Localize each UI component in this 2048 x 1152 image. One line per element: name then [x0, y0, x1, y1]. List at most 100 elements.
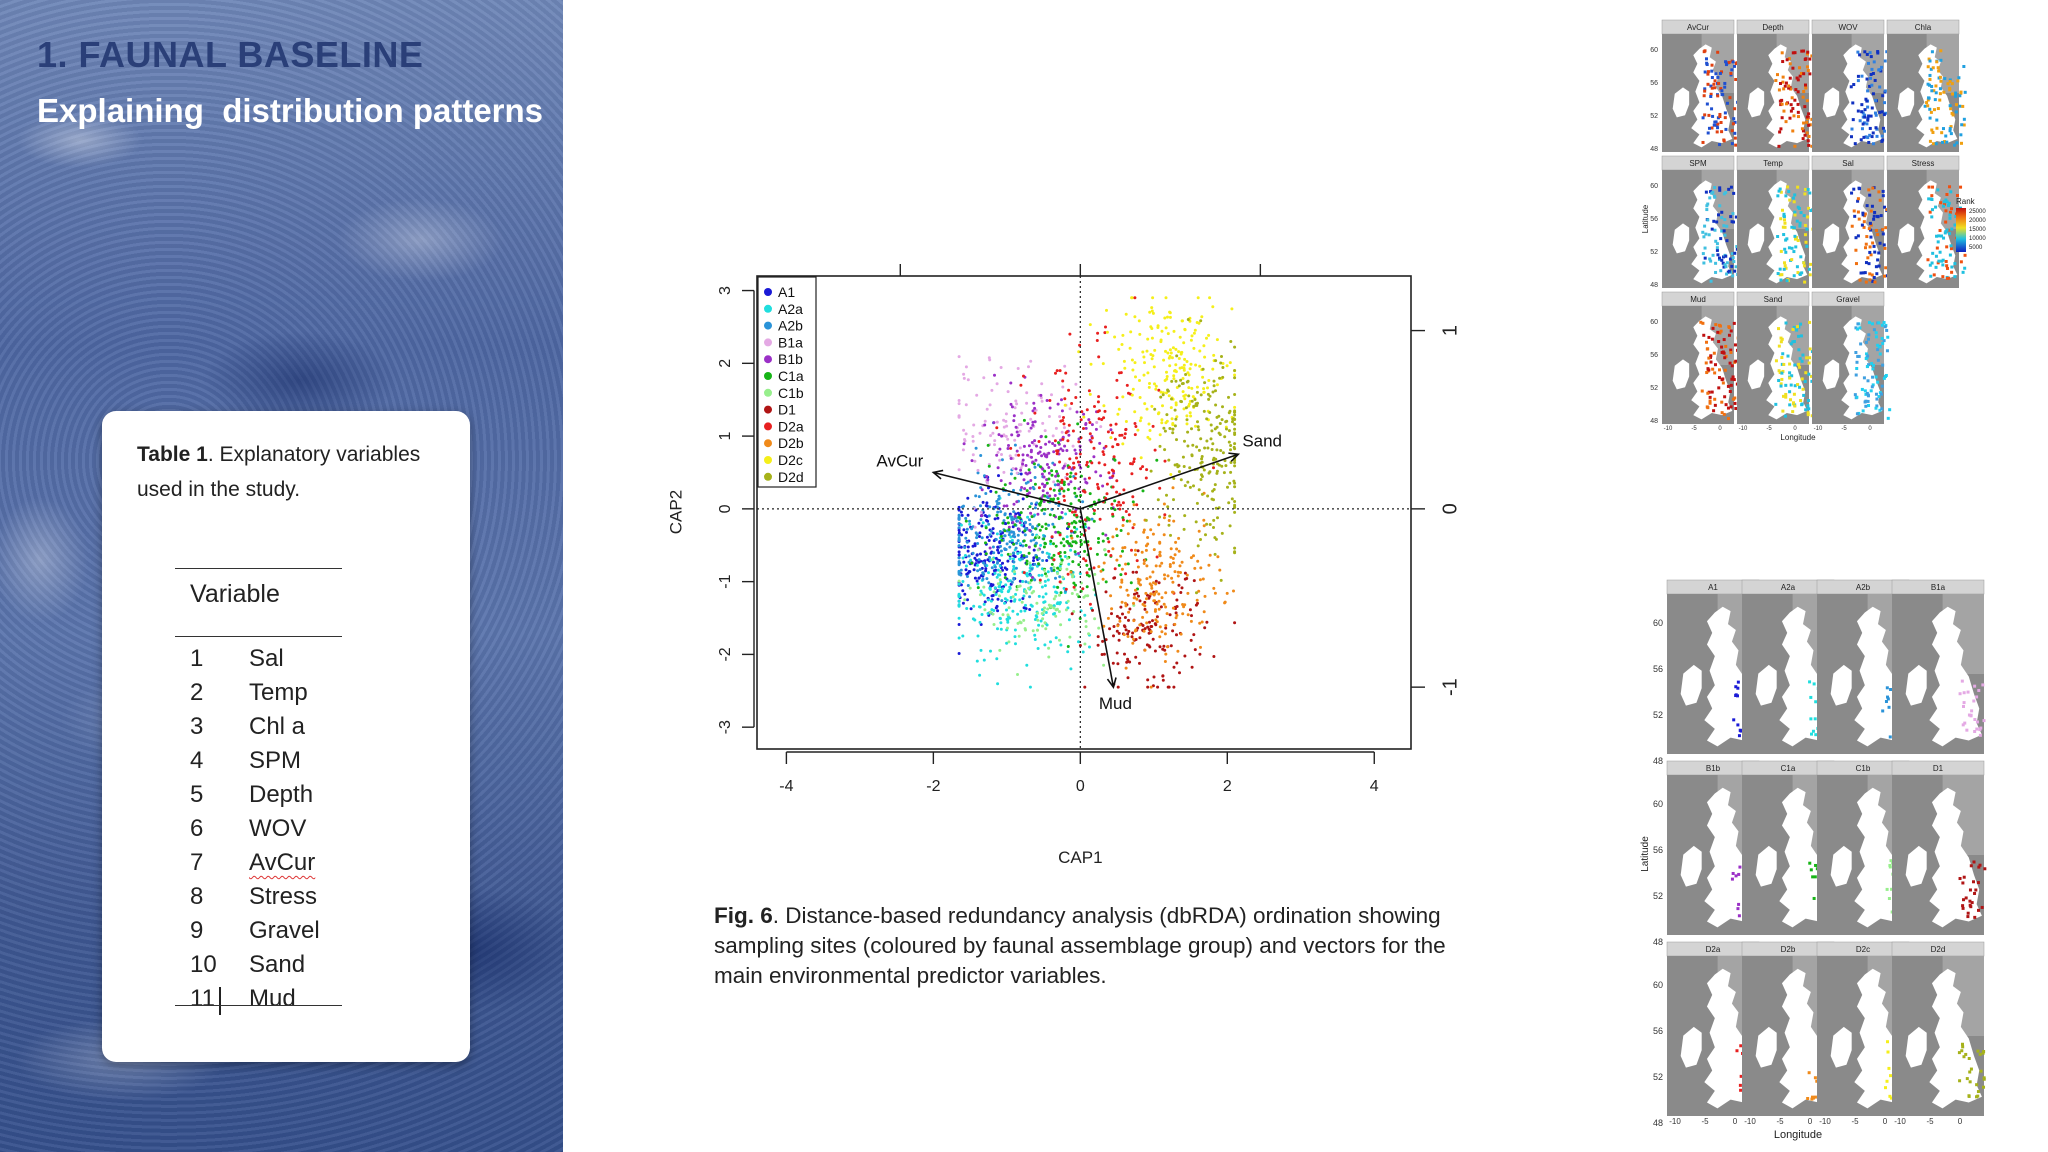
map-cell	[1708, 257, 1712, 261]
point-A2a	[977, 605, 981, 609]
point-D2b	[1132, 619, 1136, 623]
point-A2a	[1037, 573, 1041, 577]
point-D2c	[1160, 329, 1164, 333]
map-cell	[1780, 116, 1784, 120]
map-cell	[1784, 321, 1788, 325]
point-D1	[1131, 570, 1135, 574]
map-cell	[1796, 78, 1800, 82]
map-cell	[1978, 728, 1982, 732]
lon-tick-label: 0	[1883, 1117, 1888, 1126]
map-cell	[1709, 190, 1713, 194]
point-D2d	[1179, 399, 1183, 403]
map-cell	[1945, 200, 1949, 204]
map-cell	[1975, 1083, 1979, 1087]
map-cell	[1802, 393, 1806, 397]
point-D2d	[1183, 439, 1186, 443]
map-cell	[1938, 92, 1942, 96]
map-cell	[1878, 408, 1882, 412]
map-cell	[1808, 123, 1812, 127]
point-A2b	[1013, 443, 1017, 447]
map-cell	[1785, 102, 1789, 106]
point-D2c	[1088, 323, 1092, 327]
map-cell	[1813, 1076, 1817, 1080]
map-cell	[1706, 218, 1710, 222]
point-A2a	[1033, 633, 1037, 637]
point-D1	[1198, 652, 1202, 656]
map-cell	[1930, 197, 1934, 201]
point-D2c	[1166, 351, 1170, 355]
point-B1b	[1054, 530, 1058, 534]
map-cell	[1800, 49, 1804, 53]
map-cell	[1867, 262, 1871, 266]
y-tick-label: 3	[717, 286, 734, 295]
point-D2a	[1097, 355, 1101, 359]
map-cell	[1812, 682, 1816, 686]
map-cell	[1930, 50, 1934, 54]
point-B1a	[1014, 453, 1018, 457]
point-C1b	[1061, 575, 1065, 579]
point-D2a	[1058, 533, 1062, 537]
map-cell	[1968, 899, 1972, 903]
map-cell	[1805, 115, 1809, 119]
map-cell	[1976, 881, 1980, 885]
point-D2b	[1144, 548, 1148, 552]
point-D2b	[1154, 564, 1158, 568]
point-D2d	[1233, 422, 1237, 426]
point-C1b	[1007, 640, 1011, 644]
map-cell	[1711, 253, 1715, 257]
point-D2d	[1227, 429, 1231, 433]
map-cell	[1867, 333, 1871, 337]
point-D2a	[1104, 444, 1108, 448]
point-A2b	[988, 533, 992, 537]
point-C1a	[1076, 422, 1080, 426]
point-D2d	[1171, 427, 1175, 431]
point-D2a	[1072, 585, 1076, 589]
point-A1	[968, 570, 972, 574]
point-D2b	[1153, 599, 1157, 603]
point-A2b	[1007, 493, 1011, 496]
point-C1b	[988, 610, 992, 614]
map-cell	[1949, 244, 1953, 248]
point-A1	[994, 606, 998, 610]
map-cell	[1876, 380, 1880, 384]
point-D2a	[1022, 374, 1025, 378]
point-D1	[1185, 577, 1189, 580]
table-row: 5 Depth	[175, 781, 342, 815]
map-cell	[1868, 278, 1872, 282]
map-cell	[1738, 1083, 1742, 1087]
point-D2c	[1190, 334, 1194, 338]
map-cell	[1854, 350, 1858, 354]
point-D2a	[1102, 416, 1106, 420]
map-cell	[1706, 70, 1710, 74]
map-cell	[1720, 130, 1724, 134]
map-cell	[1733, 136, 1737, 140]
point-A2b	[1016, 519, 1020, 523]
map-cell	[1724, 60, 1728, 64]
map-cell	[1883, 325, 1887, 329]
map-cell	[1866, 89, 1870, 93]
map-cell	[1796, 383, 1800, 387]
map-cell	[1735, 1049, 1739, 1053]
point-B1a	[971, 453, 975, 457]
map-cell	[1931, 66, 1935, 70]
point-D2b	[1126, 532, 1130, 536]
point-A1	[978, 531, 982, 535]
point-A2a	[1036, 647, 1040, 650]
map-cell	[1942, 90, 1946, 94]
point-A2b	[964, 516, 968, 520]
map-cell	[1959, 185, 1963, 189]
point-B1b	[1005, 504, 1009, 508]
point-B1b	[1010, 433, 1014, 437]
point-A2b	[1010, 515, 1014, 519]
map-cell	[1927, 197, 1931, 201]
point-A2b	[1074, 552, 1078, 556]
map-cell	[1878, 85, 1882, 89]
point-B1b	[1028, 471, 1032, 475]
map-cell	[1871, 375, 1875, 379]
point-C1a	[1141, 489, 1145, 493]
map-cell	[1806, 139, 1810, 143]
point-B1a	[1095, 421, 1099, 424]
map-cell	[1883, 89, 1887, 93]
point-B1a	[1071, 444, 1075, 448]
